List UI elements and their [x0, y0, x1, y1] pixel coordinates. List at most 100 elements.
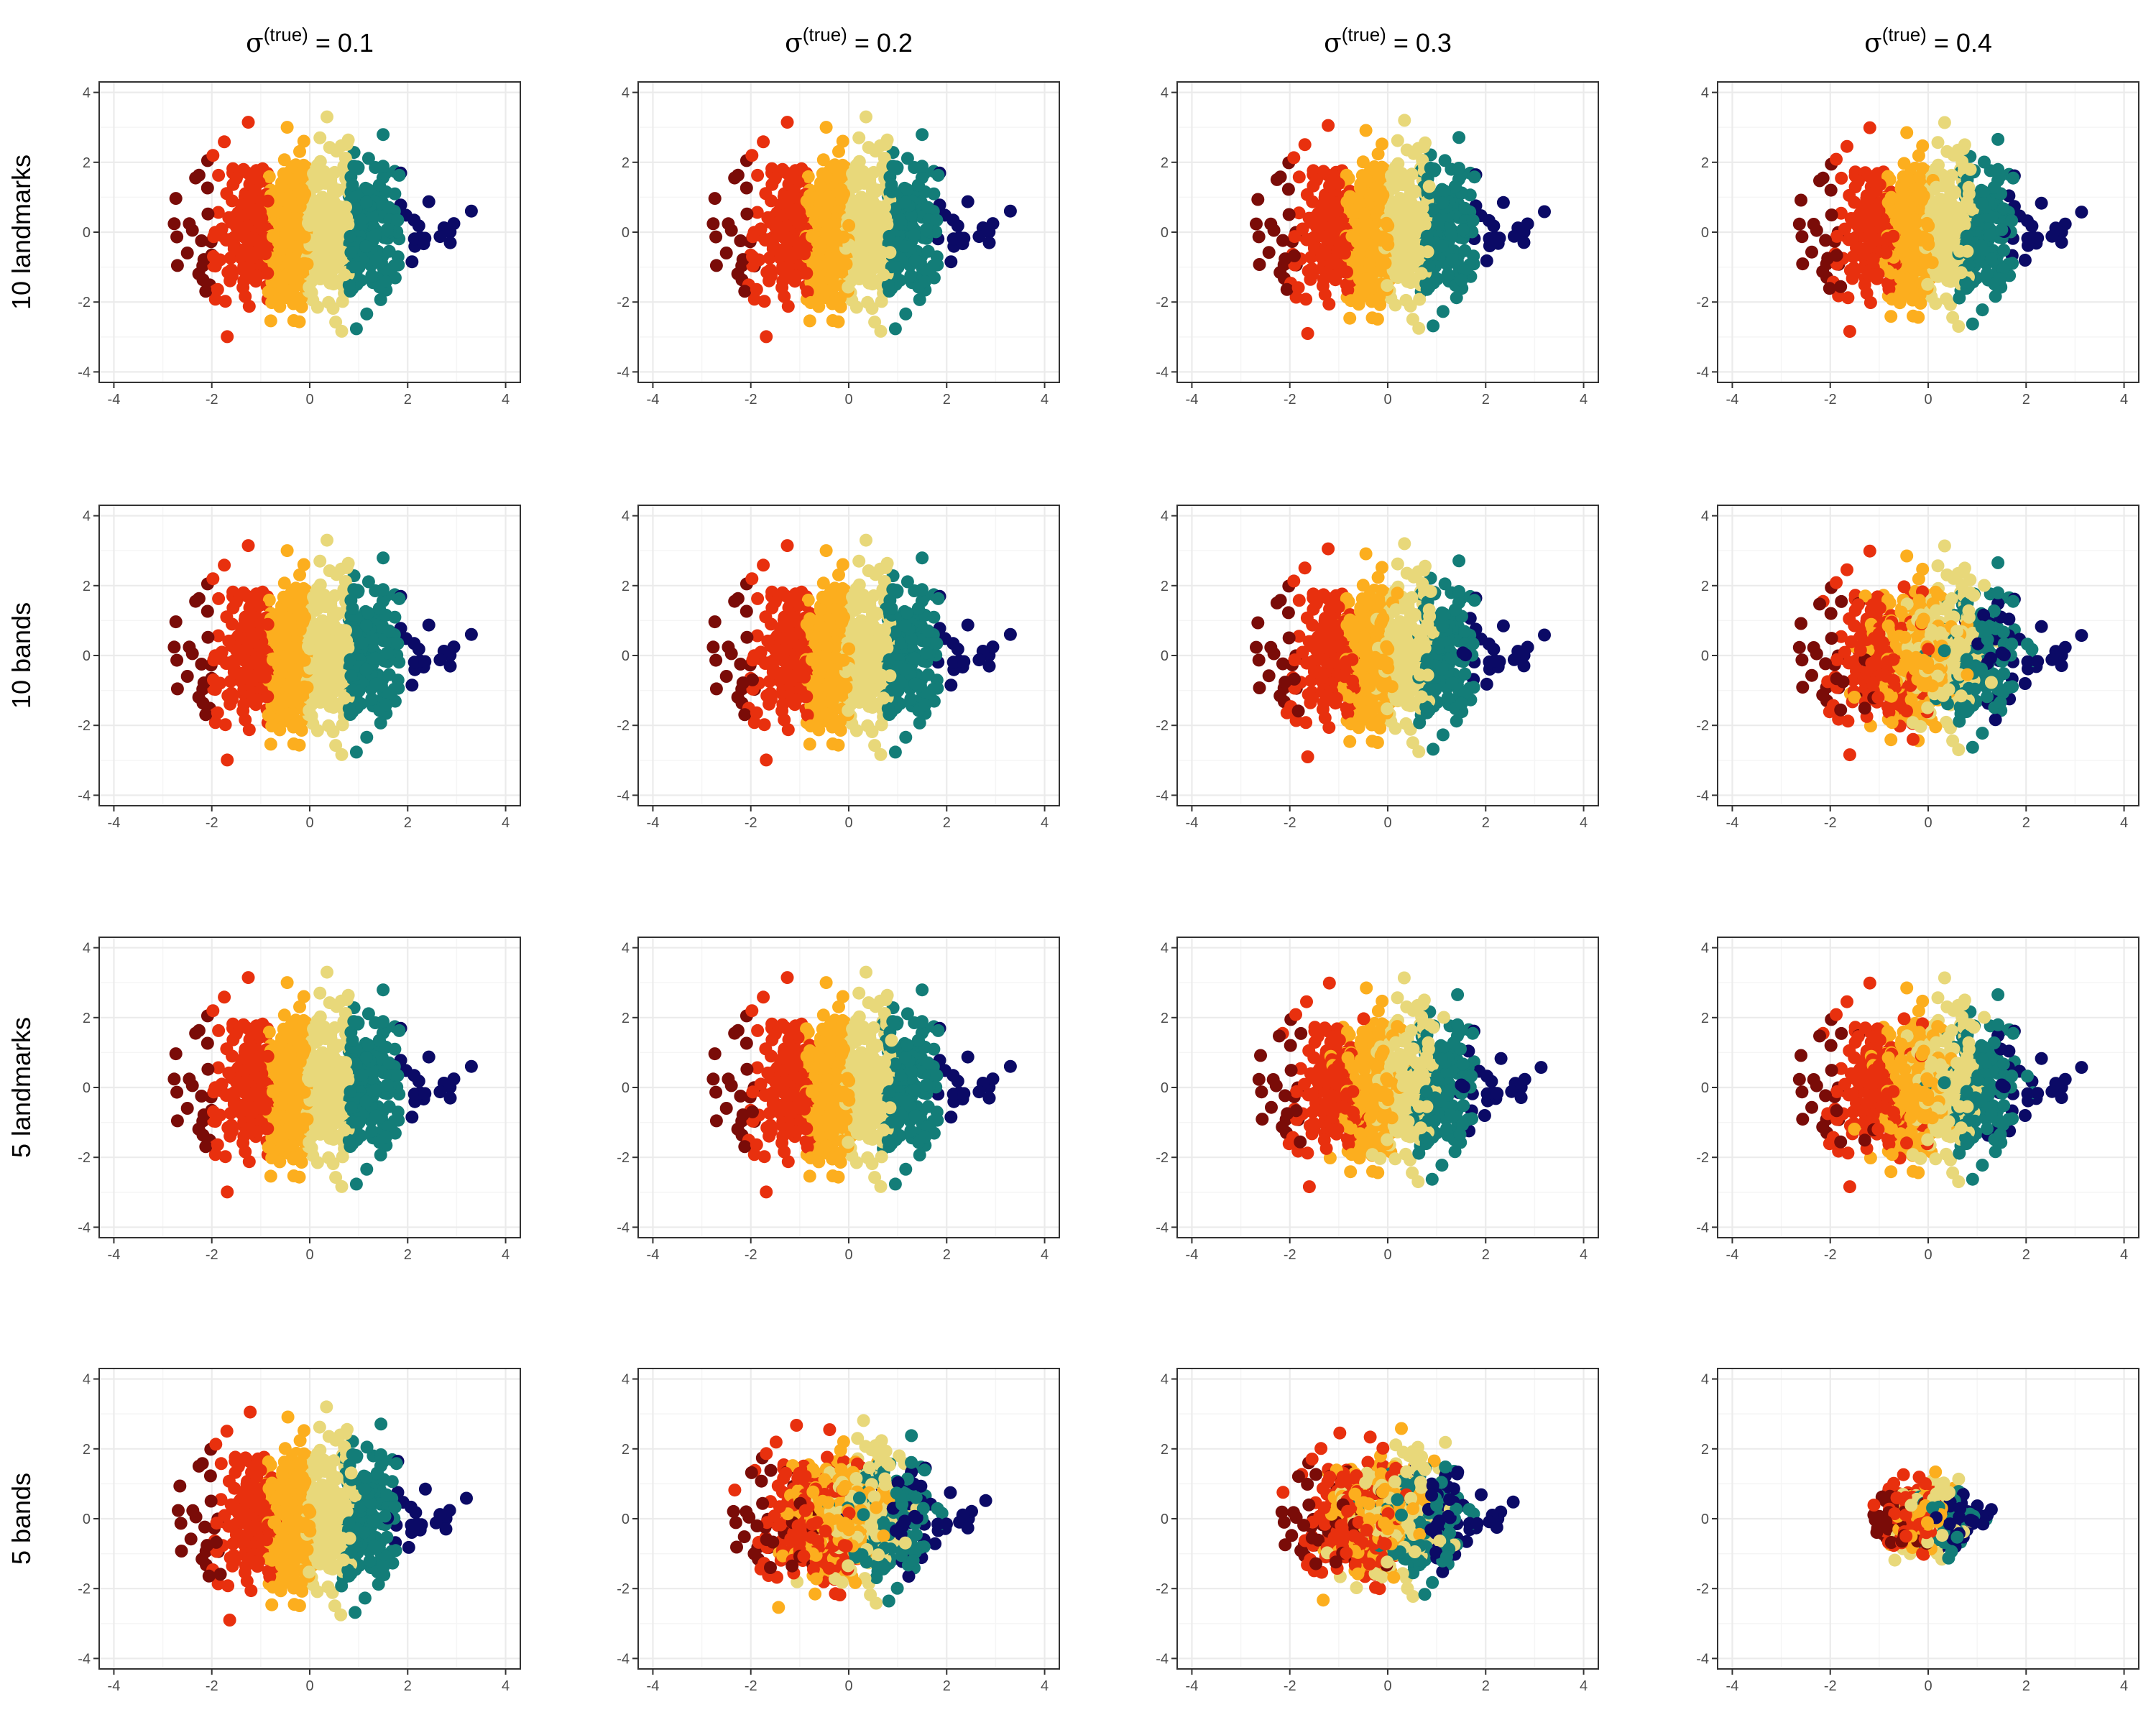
data-point: [303, 218, 317, 232]
data-point: [757, 295, 771, 308]
data-point: [867, 165, 880, 179]
data-point: [215, 222, 229, 236]
data-point: [277, 576, 291, 590]
column-title: σ(true) = 0.1: [246, 24, 374, 58]
data-point: [1996, 202, 2010, 216]
data-point: [759, 187, 773, 201]
data-point: [220, 610, 234, 624]
data-point: [361, 575, 375, 589]
row-title: 5 landmarks: [6, 1017, 36, 1158]
data-point: [374, 716, 387, 730]
data-point: [1412, 321, 1426, 335]
data-point: [1991, 162, 2005, 176]
data-point: [1940, 144, 1954, 158]
data-point: [1962, 180, 1976, 194]
data-point: [817, 206, 831, 220]
data-point: [274, 274, 287, 288]
data-point: [407, 637, 421, 650]
data-point: [1517, 236, 1531, 249]
data-point: [883, 229, 896, 243]
y-tick-label: 4: [1161, 86, 1169, 101]
data-point: [322, 719, 336, 732]
data-point: [1917, 230, 1930, 244]
data-point: [708, 192, 722, 206]
y-tick-label: -4: [1156, 364, 1169, 380]
data-point: [961, 195, 975, 208]
data-point: [221, 330, 234, 344]
data-point: [1841, 139, 1853, 153]
data-point: [880, 133, 894, 147]
data-point: [1480, 254, 1493, 267]
data-point: [814, 180, 827, 193]
data-point: [232, 220, 245, 234]
data-point: [1929, 297, 1943, 310]
data-point: [1899, 226, 1913, 239]
data-point: [207, 230, 221, 244]
data-points: [706, 110, 1017, 344]
data-point: [349, 202, 363, 216]
data-point: [1493, 231, 1506, 245]
data-point: [359, 239, 372, 253]
data-point: [1309, 173, 1323, 187]
data-point: [1376, 230, 1389, 244]
data-point: [1299, 293, 1313, 306]
data-point: [1338, 247, 1351, 260]
data-point: [1991, 132, 2005, 146]
data-point: [1950, 201, 1963, 215]
data-point: [1975, 239, 1988, 252]
data-point: [201, 181, 214, 195]
data-point: [1422, 180, 1436, 193]
y-tick-label: -4: [1696, 364, 1709, 380]
data-point: [930, 213, 944, 227]
data-point: [789, 270, 803, 283]
data-point: [1843, 325, 1856, 339]
data-point: [206, 149, 220, 162]
data-point: [199, 285, 213, 298]
data-point: [1930, 180, 1943, 194]
data-point: [1886, 229, 1900, 243]
data-point: [278, 206, 292, 220]
data-point: [1824, 183, 1838, 197]
data-point: [310, 300, 324, 314]
data-point: [1981, 267, 1994, 280]
y-tick-label: 0: [83, 225, 91, 241]
data-point: [768, 172, 782, 185]
data-point: [1435, 239, 1449, 253]
data-point: [1391, 134, 1404, 147]
data-point: [1398, 114, 1411, 127]
data-point: [1389, 180, 1403, 193]
data-point: [1907, 309, 1920, 323]
data-point: [888, 322, 902, 336]
data-point: [222, 211, 236, 224]
data-point: [946, 213, 960, 227]
data-point: [1976, 303, 1989, 317]
data-point: [1427, 319, 1440, 333]
x-tick-label: -4: [108, 392, 121, 408]
data-point: [218, 135, 231, 149]
data-point: [819, 226, 833, 239]
column-title-superscript: (true): [1342, 24, 1386, 45]
data-point: [322, 295, 336, 309]
data-point: [464, 204, 478, 218]
data-point: [1420, 229, 1434, 243]
data-point: [2005, 214, 2019, 228]
data-point: [338, 152, 352, 165]
data-point: [859, 220, 872, 234]
data-point: [908, 228, 921, 242]
data-point: [1874, 216, 1886, 230]
data-point: [297, 558, 310, 571]
x-tick-label: 4: [502, 392, 510, 408]
data-point: [836, 134, 849, 148]
data-point: [2018, 254, 2032, 267]
data-point: [382, 201, 396, 214]
data-point: [226, 270, 239, 283]
data-point: [1301, 327, 1314, 340]
data-point: [1393, 202, 1407, 216]
data-point: [1316, 279, 1330, 293]
data-point: [1344, 294, 1358, 308]
data-point: [189, 171, 203, 185]
data-point: [1961, 244, 1974, 258]
data-point: [365, 269, 379, 282]
data-point: [382, 244, 396, 258]
